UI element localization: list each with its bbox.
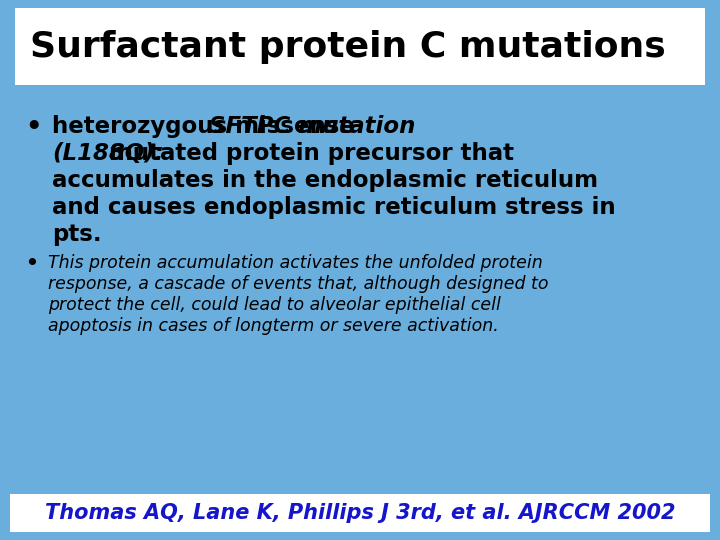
Text: This protein accumulation activates the unfolded protein: This protein accumulation activates the … bbox=[48, 254, 543, 272]
Text: •: • bbox=[25, 115, 42, 141]
Text: Thomas AQ, Lane K, Phillips J 3rd, et al. AJRCCM 2002: Thomas AQ, Lane K, Phillips J 3rd, et al… bbox=[45, 503, 675, 523]
Text: protect the cell, could lead to alveolar epithelial cell: protect the cell, could lead to alveolar… bbox=[48, 296, 501, 314]
Text: and causes endoplasmic reticulum stress in: and causes endoplasmic reticulum stress … bbox=[52, 196, 616, 219]
Text: •: • bbox=[25, 254, 38, 273]
Text: accumulates in the endoplasmic reticulum: accumulates in the endoplasmic reticulum bbox=[52, 169, 598, 192]
Text: response, a cascade of events that, although designed to: response, a cascade of events that, alth… bbox=[48, 275, 549, 293]
Text: SFTPC mutation: SFTPC mutation bbox=[209, 115, 415, 138]
Text: apoptosis in cases of longterm or severe activation.: apoptosis in cases of longterm or severe… bbox=[48, 317, 499, 335]
FancyBboxPatch shape bbox=[15, 8, 705, 85]
Text: (L188Q):: (L188Q): bbox=[52, 142, 164, 165]
FancyBboxPatch shape bbox=[10, 494, 710, 532]
Text: pts.: pts. bbox=[52, 223, 102, 246]
Text: Surfactant protein C mutations: Surfactant protein C mutations bbox=[30, 30, 666, 64]
Text: heterozygous missense: heterozygous missense bbox=[52, 115, 363, 138]
Text: mutated protein precursor that: mutated protein precursor that bbox=[101, 142, 514, 165]
